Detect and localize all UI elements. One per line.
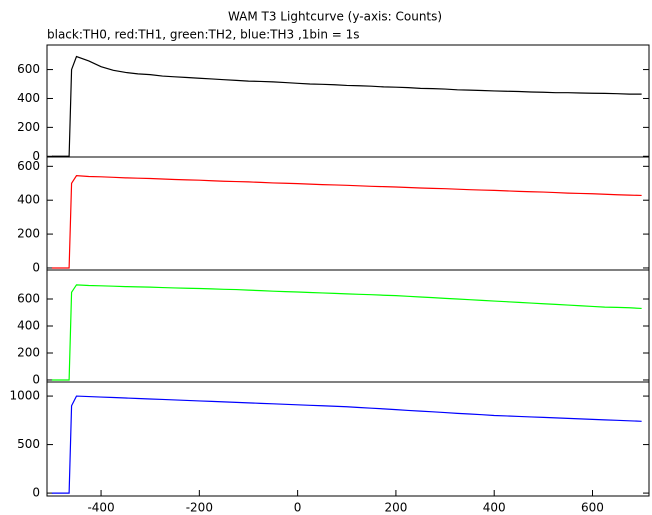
y-tick-label: 200: [17, 227, 40, 241]
lightcurve: [51, 175, 642, 269]
y-tick-label: 200: [17, 120, 40, 134]
panel-frame: [46, 44, 650, 158]
y-tick-label: 200: [17, 345, 40, 359]
y-tick-label: 0: [32, 486, 40, 500]
lightcurve: [51, 284, 642, 381]
lightcurve: [51, 55, 642, 157]
x-tick-label: -200: [186, 501, 213, 515]
x-tick-label: 400: [483, 501, 506, 515]
y-tick-label: 1000: [9, 389, 40, 403]
x-tick-label: 0: [294, 501, 302, 515]
y-tick-label: 0: [32, 260, 40, 274]
y-tick-label: 400: [17, 91, 40, 105]
y-tick-label: 600: [17, 292, 40, 306]
x-tick-label: -400: [87, 501, 114, 515]
y-tick-label: 400: [17, 319, 40, 333]
y-tick-label: 0: [32, 372, 40, 386]
y-tick-label: 400: [17, 193, 40, 207]
y-tick-label: 600: [17, 62, 40, 76]
y-tick-label: 0: [32, 149, 40, 163]
chart-subtitle: black:TH0, red:TH1, green:TH2, blue:TH3 …: [47, 28, 360, 42]
lightcurve: [51, 395, 642, 494]
x-tick-label: 600: [581, 501, 604, 515]
panel-frame: [46, 381, 650, 497]
x-tick-label: 200: [384, 501, 407, 515]
chart-title: WAM T3 Lightcurve (y-axis: Counts): [228, 10, 442, 24]
panel-frame: [46, 156, 650, 271]
y-tick-label: 600: [17, 159, 40, 173]
y-tick-label: 500: [17, 437, 40, 451]
